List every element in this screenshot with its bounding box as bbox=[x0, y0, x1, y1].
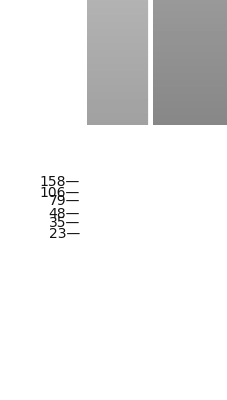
Text: 158—: 158— bbox=[39, 175, 79, 189]
Text: 35—: 35— bbox=[48, 216, 79, 230]
FancyBboxPatch shape bbox=[155, 216, 224, 222]
Text: 79—: 79— bbox=[48, 194, 79, 208]
FancyBboxPatch shape bbox=[155, 217, 224, 222]
FancyBboxPatch shape bbox=[155, 216, 224, 222]
Text: 106—: 106— bbox=[39, 186, 79, 200]
Text: 23—: 23— bbox=[48, 227, 79, 241]
Text: 48—: 48— bbox=[48, 207, 79, 221]
